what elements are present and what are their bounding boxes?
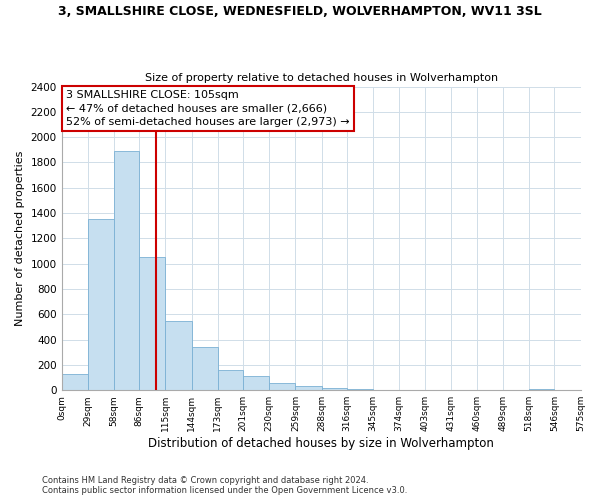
Bar bbox=[218, 370, 243, 390]
Text: Contains HM Land Registry data © Crown copyright and database right 2024.
Contai: Contains HM Land Registry data © Crown c… bbox=[42, 476, 407, 495]
Text: 3 SMALLSHIRE CLOSE: 105sqm
← 47% of detached houses are smaller (2,666)
52% of s: 3 SMALLSHIRE CLOSE: 105sqm ← 47% of deta… bbox=[66, 90, 350, 127]
Bar bbox=[62, 374, 88, 390]
Bar bbox=[347, 389, 373, 390]
Bar bbox=[88, 220, 114, 390]
Title: Size of property relative to detached houses in Wolverhampton: Size of property relative to detached ho… bbox=[145, 73, 497, 83]
Bar bbox=[295, 386, 322, 390]
Bar bbox=[269, 383, 295, 390]
Y-axis label: Number of detached properties: Number of detached properties bbox=[15, 150, 25, 326]
Bar bbox=[114, 151, 139, 390]
Bar bbox=[139, 258, 166, 390]
Bar bbox=[243, 376, 269, 390]
Bar bbox=[529, 389, 554, 390]
Bar bbox=[322, 388, 347, 390]
Bar bbox=[191, 347, 218, 390]
X-axis label: Distribution of detached houses by size in Wolverhampton: Distribution of detached houses by size … bbox=[148, 437, 494, 450]
Text: 3, SMALLSHIRE CLOSE, WEDNESFIELD, WOLVERHAMPTON, WV11 3SL: 3, SMALLSHIRE CLOSE, WEDNESFIELD, WOLVER… bbox=[58, 5, 542, 18]
Bar bbox=[166, 320, 191, 390]
